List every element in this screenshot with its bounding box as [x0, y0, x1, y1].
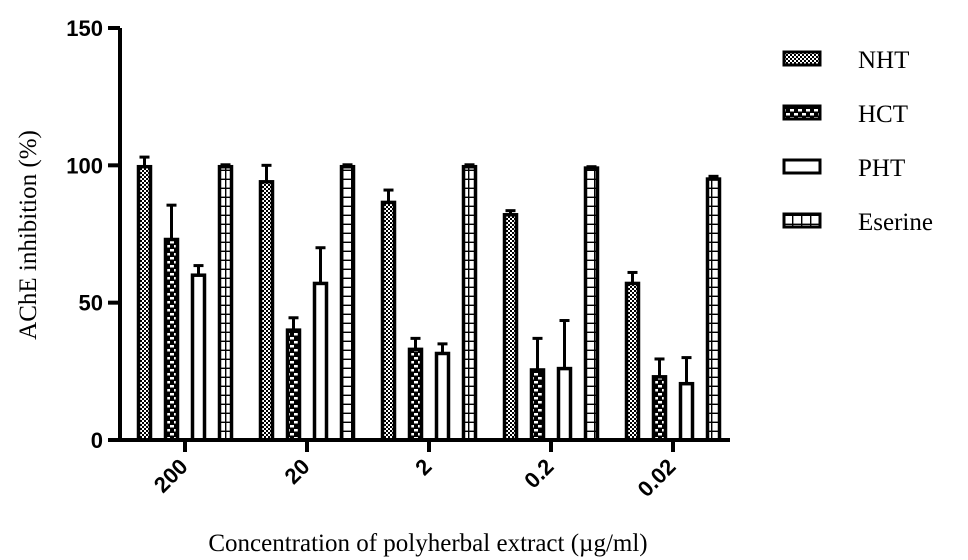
bar-pht-200 — [190, 273, 207, 442]
bar-eserine-0-02 — [705, 177, 722, 442]
legend-swatch-hct — [782, 104, 822, 121]
legend-label-pht: PHT — [858, 155, 905, 182]
bar-hct-20 — [285, 328, 302, 442]
legend-swatch-nht — [782, 50, 822, 67]
x-tick-label: 0.2 — [519, 454, 558, 493]
y-tick-label: 0 — [91, 428, 103, 453]
legend-label-eserine: Eserine — [858, 209, 933, 236]
bar-pht-20 — [312, 281, 329, 442]
bar-nht-20 — [258, 180, 275, 442]
bar-hct-2 — [407, 347, 424, 442]
y-tick-label: 150 — [66, 16, 103, 41]
x-tick-label: 0.02 — [633, 454, 681, 502]
bar-eserine-2 — [461, 164, 478, 442]
x-ticks: 200 20 2 0.2 0.02 — [149, 440, 681, 502]
x-tick-label: 200 — [149, 454, 193, 498]
bar-hct-0-2 — [529, 368, 546, 442]
bar-pht-0-2 — [556, 366, 573, 442]
bar-pht-2 — [434, 351, 451, 442]
bar-eserine-0-2 — [583, 166, 600, 442]
bar-pht-0-02 — [678, 381, 695, 442]
bar-nht-2 — [380, 200, 397, 442]
x-axis-title: Concentration of polyherbal extract (µg/… — [208, 530, 647, 557]
legend-swatch-eserine — [782, 212, 822, 229]
legend-label-hct: HCT — [858, 101, 908, 128]
bar-nht-200 — [136, 164, 153, 442]
x-tick-label: 2 — [410, 454, 436, 480]
bar-nht-0-02 — [624, 281, 641, 442]
bar-eserine-200 — [217, 164, 234, 442]
plot-area — [136, 155, 722, 442]
y-axis-title: AChE inhibition (%) — [15, 130, 42, 340]
x-tick-label: 20 — [280, 454, 315, 489]
legend: NHT HCT PHT Eserine — [782, 47, 933, 236]
bar-hct-200 — [163, 237, 180, 442]
bar-nht-0-2 — [502, 213, 519, 442]
y-tick-label: 50 — [79, 291, 103, 316]
y-tick-label: 100 — [66, 153, 103, 178]
bar-eserine-20 — [339, 164, 356, 442]
axes — [118, 28, 730, 442]
y-ticks: 0 50 100 150 — [66, 16, 120, 453]
legend-label-nht: NHT — [858, 47, 909, 74]
legend-swatch-pht — [782, 158, 822, 175]
bar-hct-0-02 — [651, 375, 668, 442]
